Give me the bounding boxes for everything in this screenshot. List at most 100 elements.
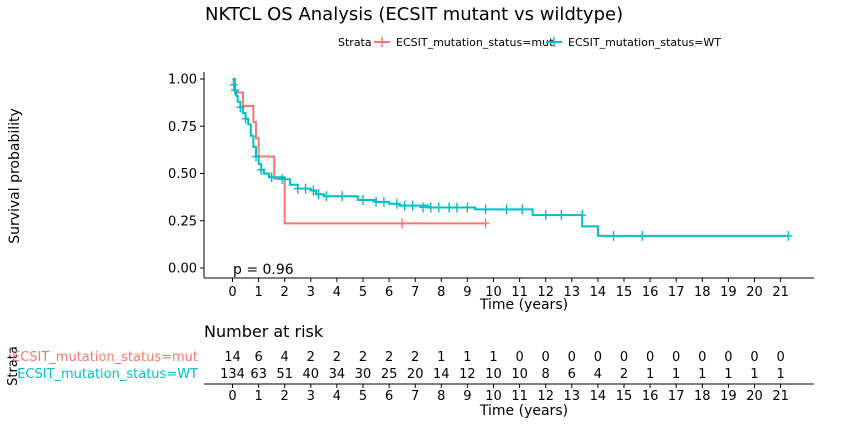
- y-tick-label: 0.25: [168, 214, 197, 229]
- risk-x-tick-label: 15: [616, 389, 633, 404]
- risk-count-wt: 51: [276, 367, 293, 382]
- risk-count-wt: 4: [594, 367, 602, 382]
- risk-x-tick-label: 9: [463, 389, 471, 404]
- y-tick-label: 0.50: [168, 167, 197, 182]
- risk-x-tick-label: 19: [720, 389, 737, 404]
- risk-x-tick-label: 4: [333, 389, 341, 404]
- x-tick-label: 5: [359, 285, 367, 300]
- x-tick-label: 17: [668, 285, 685, 300]
- y-tick-label: 1.00: [168, 73, 197, 88]
- risk-count-mut: 6: [254, 350, 262, 365]
- x-tick-label: 18: [694, 285, 711, 300]
- risk-count-mut: 0: [594, 350, 602, 365]
- risk-count-mut: 4: [281, 350, 289, 365]
- chart-title: NKTCL OS Analysis (ECSIT mutant vs wildt…: [205, 4, 623, 25]
- risk-x-tick-label: 6: [385, 389, 393, 404]
- risk-count-mut: 0: [724, 350, 732, 365]
- risk-row-label-wt: ECSIT_mutation_status=WT: [17, 367, 198, 382]
- x-tick-label: 19: [720, 285, 737, 300]
- risk-count-mut: 2: [411, 350, 419, 365]
- risk-x-tick-label: 2: [281, 389, 289, 404]
- y-tick-label: 0.00: [168, 262, 197, 277]
- x-tick-label: 11: [511, 285, 528, 300]
- risk-count-wt: 20: [407, 367, 424, 382]
- risk-count-wt: 1: [750, 367, 758, 382]
- risk-table-xlabel: Time (years): [479, 403, 568, 419]
- x-tick-label: 4: [333, 285, 341, 300]
- x-tick-label: 20: [746, 285, 763, 300]
- x-tick-label: 13: [564, 285, 581, 300]
- risk-x-tick-label: 12: [537, 389, 554, 404]
- risk-table: ECSIT_mutation_status=mut 14 6 4 2 2 2 2 2 1 1 1 0 0 0…: [12, 350, 789, 404]
- x-tick-label: 9: [463, 285, 471, 300]
- legend: Strata ECSIT_mutation_status=mut ECSIT_m…: [338, 36, 721, 49]
- km-curve-wt: [232, 78, 789, 237]
- x-tick-label: 21: [772, 285, 789, 300]
- risk-x-tick-label: 17: [668, 389, 685, 404]
- legend-item-mut: ECSIT_mutation_status=mut: [374, 36, 554, 49]
- risk-count-mut: 0: [620, 350, 628, 365]
- x-tick-label: 10: [485, 285, 502, 300]
- risk-count-wt: 6: [568, 367, 576, 382]
- y-axis-label: Survival probability: [7, 108, 23, 244]
- x-tick-label: 15: [616, 285, 633, 300]
- risk-count-mut: 0: [750, 350, 758, 365]
- risk-x-tick-label: 11: [511, 389, 528, 404]
- risk-count-wt: 134: [220, 367, 245, 382]
- x-tick-label: 16: [642, 285, 659, 300]
- risk-count-wt: 12: [459, 367, 476, 382]
- x-tick-label: 14: [590, 285, 607, 300]
- x-tick-label: 0: [228, 285, 236, 300]
- x-axis-label: Time (years): [479, 297, 568, 313]
- x-tick-label: 6: [385, 285, 393, 300]
- x-ticks: 0 1 2 3 4 5 6 7 8 9 10 11 12 13 14 15 16 17 18 19 20 21: [228, 278, 789, 300]
- risk-count-wt: 25: [381, 367, 398, 382]
- x-tick-label: 3: [307, 285, 315, 300]
- risk-count-mut: 0: [568, 350, 576, 365]
- legend-item-wt: ECSIT_mutation_status=WT: [546, 36, 721, 49]
- risk-count-wt: 1: [724, 367, 732, 382]
- risk-x-tick-label: 3: [307, 389, 315, 404]
- risk-count-wt: 2: [620, 367, 628, 382]
- legend-title: Strata: [338, 36, 372, 49]
- risk-count-mut: 1: [437, 350, 445, 365]
- risk-count-wt: 63: [250, 367, 267, 382]
- risk-table-ylabel: Strata: [6, 346, 21, 386]
- risk-x-tick-label: 5: [359, 389, 367, 404]
- risk-count-wt: 8: [542, 367, 550, 382]
- risk-count-mut: 0: [776, 350, 784, 365]
- risk-count-wt: 1: [672, 367, 680, 382]
- risk-count-mut: 0: [672, 350, 680, 365]
- y-tick-label: 0.75: [168, 120, 197, 135]
- risk-count-mut: 14: [224, 350, 241, 365]
- risk-count-mut: 2: [385, 350, 393, 365]
- risk-count-mut: 1: [489, 350, 497, 365]
- x-tick-label: 8: [437, 285, 445, 300]
- km-curve-mut: [232, 78, 486, 225]
- risk-x-tick-label: 20: [746, 389, 763, 404]
- risk-count-wt: 10: [485, 367, 502, 382]
- risk-count-wt: 30: [355, 367, 372, 382]
- risk-x-tick-label: 0: [228, 389, 236, 404]
- risk-count-mut: 2: [333, 350, 341, 365]
- x-tick-label: 7: [411, 285, 419, 300]
- risk-x-tick-label: 21: [772, 389, 789, 404]
- risk-count-mut: 2: [359, 350, 367, 365]
- risk-count-mut: 0: [542, 350, 550, 365]
- risk-count-wt: 14: [433, 367, 450, 382]
- risk-x-tick-label: 13: [564, 389, 581, 404]
- risk-x-tick-label: 18: [694, 389, 711, 404]
- x-tick-label: 2: [281, 285, 289, 300]
- risk-x-tick-label: 10: [485, 389, 502, 404]
- risk-x-tick-label: 1: [254, 389, 262, 404]
- y-ticks: 0.00 0.25 0.50 0.75 1.00: [168, 73, 204, 277]
- risk-count-wt: 10: [511, 367, 528, 382]
- risk-count-mut: 0: [646, 350, 654, 365]
- risk-x-tick-label: 16: [642, 389, 659, 404]
- risk-x-tick-label: 14: [590, 389, 607, 404]
- risk-table-title: Number at risk: [204, 322, 324, 341]
- risk-x-tick-label: 7: [411, 389, 419, 404]
- x-tick-label: 1: [254, 285, 262, 300]
